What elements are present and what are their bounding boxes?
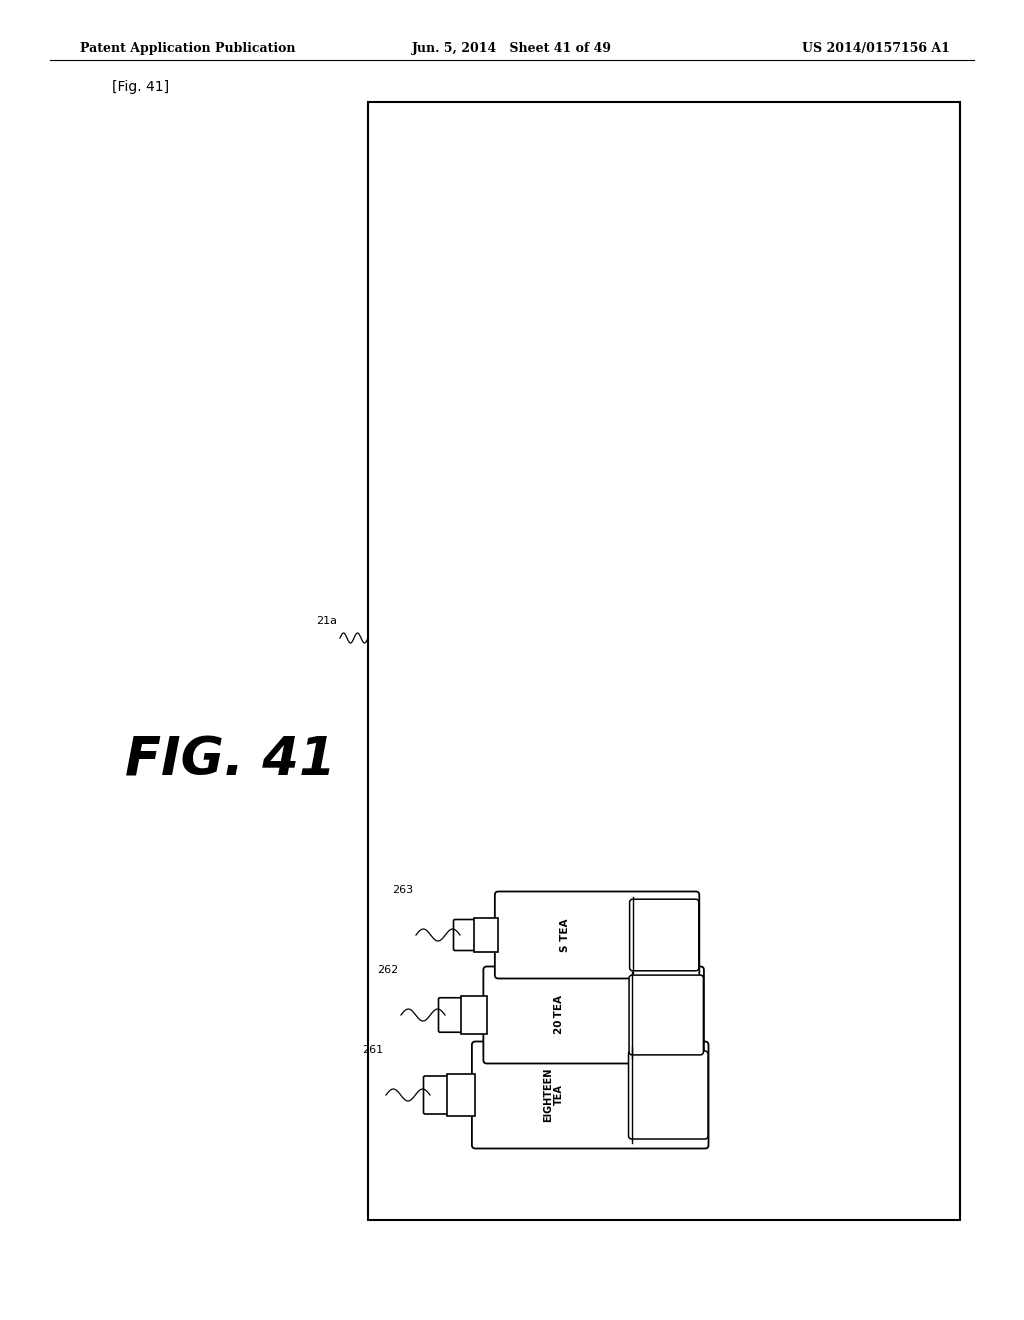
FancyBboxPatch shape (454, 920, 476, 950)
FancyBboxPatch shape (483, 966, 703, 1064)
Text: [Fig. 41]: [Fig. 41] (112, 81, 169, 94)
Text: 20 TEA: 20 TEA (554, 995, 564, 1035)
FancyBboxPatch shape (495, 891, 699, 978)
Text: Jun. 5, 2014   Sheet 41 of 49: Jun. 5, 2014 Sheet 41 of 49 (412, 42, 612, 55)
Text: US 2014/0157156 A1: US 2014/0157156 A1 (802, 42, 950, 55)
FancyBboxPatch shape (472, 1041, 709, 1148)
Text: EIGHTEEN
TEA: EIGHTEEN TEA (543, 1068, 564, 1122)
Text: 261: 261 (361, 1045, 383, 1055)
FancyBboxPatch shape (629, 1051, 708, 1139)
Bar (368, 102, 961, 1220)
Text: Patent Application Publication: Patent Application Publication (80, 42, 296, 55)
Bar (461, 997, 486, 1034)
FancyBboxPatch shape (629, 975, 703, 1055)
Text: S TEA: S TEA (560, 919, 570, 952)
Text: 21a: 21a (316, 616, 337, 626)
FancyBboxPatch shape (630, 899, 698, 970)
Bar (474, 919, 499, 952)
FancyBboxPatch shape (424, 1076, 449, 1114)
Text: FIG. 41: FIG. 41 (125, 734, 336, 785)
Bar (447, 1074, 475, 1115)
Text: 262: 262 (377, 965, 398, 975)
Text: 263: 263 (392, 884, 413, 895)
FancyBboxPatch shape (438, 998, 462, 1032)
